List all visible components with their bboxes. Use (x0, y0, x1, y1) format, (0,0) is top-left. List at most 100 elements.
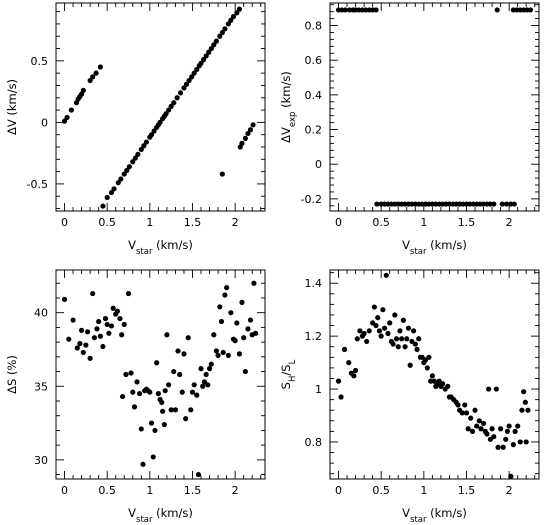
data-point (498, 426, 504, 432)
data-point (387, 320, 393, 326)
data-point (189, 389, 196, 395)
data-point (203, 371, 209, 378)
data-point (250, 122, 256, 128)
data-point (506, 423, 512, 429)
data-point (465, 426, 471, 432)
data-point (476, 418, 482, 424)
data-point (242, 368, 248, 375)
x-tick-label: 1 (420, 216, 427, 229)
data-point (522, 399, 528, 405)
data-point (222, 26, 228, 32)
data-point (402, 344, 408, 350)
data-point (381, 325, 388, 331)
data-point (399, 336, 405, 342)
plot-frame (329, 2, 540, 212)
data-point (138, 146, 144, 153)
data-point (429, 373, 435, 379)
data-point (219, 29, 225, 36)
x-tick-label: 2 (506, 484, 513, 497)
data-point (168, 103, 174, 109)
data-point (147, 389, 153, 395)
x-tick-label: 0 (335, 484, 342, 497)
data-point (374, 201, 380, 207)
data-point (208, 361, 214, 367)
data-point (140, 461, 146, 467)
data-point (527, 7, 534, 13)
data-point (96, 318, 102, 325)
data-point (236, 6, 243, 12)
data-point (346, 359, 352, 366)
data-point (108, 323, 115, 329)
x-tick-label: 1.5 (458, 216, 476, 229)
data-point (61, 118, 68, 124)
data-point (215, 352, 221, 358)
data-point (491, 434, 497, 440)
data-point (150, 454, 156, 460)
data-point (245, 326, 251, 332)
data-point (376, 328, 383, 334)
data-point (183, 81, 190, 87)
x-axis-label: Vstar (km/s) (402, 506, 467, 525)
plot-frame (55, 269, 266, 480)
y-tick-label: 0.8 (305, 436, 323, 449)
data-point (131, 404, 138, 410)
data-point (239, 299, 245, 305)
data-point (64, 114, 70, 121)
x-tick-label: 1.5 (184, 484, 202, 497)
data-point (228, 17, 234, 23)
data-point (211, 332, 217, 338)
data-point (80, 87, 86, 93)
data-point (102, 315, 109, 322)
y-tick-label: 0.5 (31, 55, 49, 68)
data-point (373, 7, 379, 13)
data-point (213, 38, 219, 44)
data-point (80, 349, 86, 356)
plot-frame (329, 269, 540, 480)
data-point (104, 194, 110, 201)
data-point (412, 341, 418, 347)
y-tick-label: 40 (34, 307, 48, 320)
data-point (181, 351, 187, 357)
data-point (114, 308, 121, 314)
x-tick-label: 0 (61, 216, 68, 229)
data-point (154, 360, 160, 366)
x-tick-label: 1 (146, 484, 153, 497)
data-point (151, 128, 157, 134)
data-point (108, 189, 115, 196)
data-point (486, 386, 492, 392)
data-point (503, 201, 510, 207)
data-point (361, 330, 367, 337)
data-point (97, 333, 103, 339)
data-point (90, 290, 96, 297)
data-point (247, 317, 254, 323)
y-axis-label: ΔV (km/s) (5, 79, 19, 135)
data-point (383, 272, 389, 278)
data-point (177, 90, 184, 96)
x-tick-label: 0.5 (372, 484, 390, 497)
data-point (121, 321, 127, 328)
data-point (166, 382, 172, 388)
data-point (521, 389, 527, 395)
data-point (241, 335, 247, 341)
data-point (472, 407, 478, 413)
data-point (111, 186, 117, 192)
data-point (137, 391, 143, 397)
data-point (213, 348, 219, 354)
data-point (459, 410, 465, 416)
data-point (174, 95, 180, 101)
data-point (242, 135, 248, 141)
data-point (171, 368, 177, 375)
data-point (517, 439, 523, 445)
data-point (110, 305, 116, 311)
data-point (462, 402, 468, 408)
data-point (194, 392, 200, 398)
data-point (130, 159, 136, 165)
data-point (364, 338, 370, 345)
data-point (519, 407, 525, 413)
data-point (225, 352, 231, 358)
data-point (208, 45, 214, 52)
y-axis-label: SH/SL (279, 359, 298, 389)
data-point (385, 330, 391, 337)
y-tick-label: 0.6 (305, 54, 323, 67)
data-point (84, 329, 91, 335)
